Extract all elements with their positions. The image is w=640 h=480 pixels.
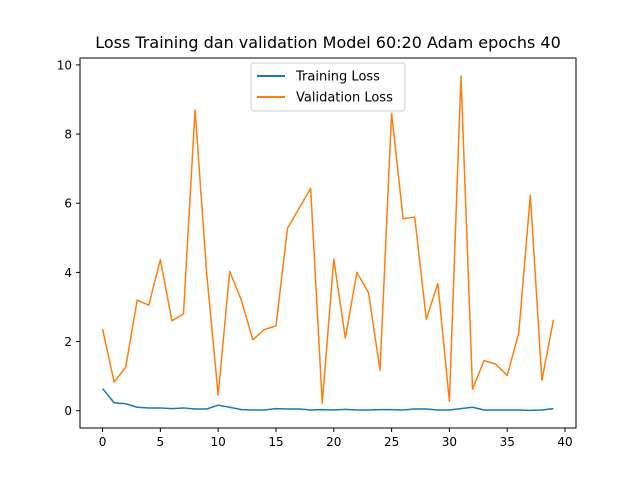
x-tick-label: 25 <box>384 435 399 449</box>
x-tick-label: 10 <box>211 435 226 449</box>
y-tick-label: 10 <box>57 58 72 72</box>
plot-lines <box>101 75 555 412</box>
legend-label-validation-loss: Validation Loss <box>296 91 393 106</box>
x-tick-label: 15 <box>268 435 283 449</box>
chart-title: Loss Training dan validation Model 60:20… <box>95 33 561 52</box>
legend-box <box>250 62 406 112</box>
x-tick-label: 30 <box>442 435 457 449</box>
y-tick-label: 8 <box>64 128 72 142</box>
legend-label-training-loss: Training Loss <box>295 70 380 85</box>
plot-frame <box>79 57 577 429</box>
x-tick-label: 40 <box>557 435 572 449</box>
legend: Training Loss Validation Loss <box>250 62 406 112</box>
y-tick-label: 0 <box>64 404 72 418</box>
y-tick-label: 6 <box>64 197 72 211</box>
series-line-training-loss <box>101 388 554 412</box>
series-line-validation-loss <box>101 75 555 404</box>
x-tick-label: 35 <box>500 435 515 449</box>
y-tick-label: 2 <box>64 335 72 349</box>
x-tick-label: 20 <box>326 435 341 449</box>
y-axis: 0 2 4 6 8 10 <box>57 58 80 418</box>
y-tick-label: 4 <box>64 266 72 280</box>
x-tick-label: 0 <box>99 435 107 449</box>
x-tick-label: 5 <box>157 435 165 449</box>
x-axis: 0 5 10 15 20 25 30 35 40 <box>99 428 573 449</box>
